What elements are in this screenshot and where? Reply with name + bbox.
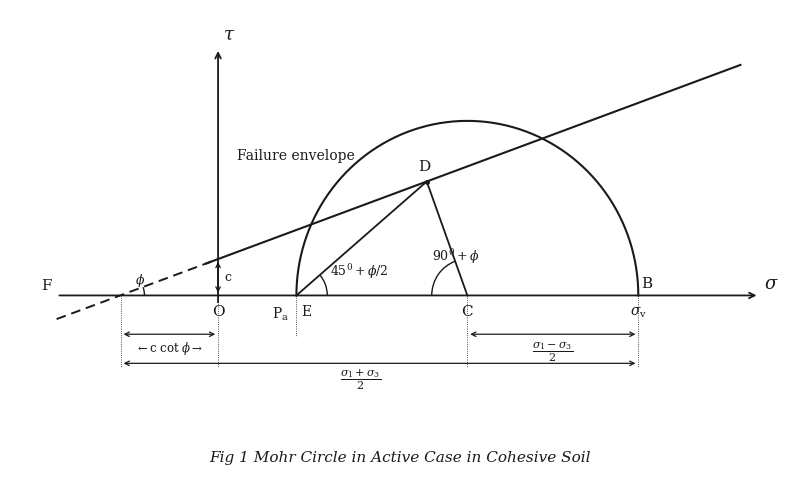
- Text: Fig 1 Mohr Circle in Active Case in Cohesive Soil: Fig 1 Mohr Circle in Active Case in Cohe…: [210, 451, 590, 465]
- Text: c: c: [224, 271, 231, 284]
- Text: $\dfrac{\sigma_1 + \sigma_3}{2}$: $\dfrac{\sigma_1 + \sigma_3}{2}$: [340, 368, 381, 392]
- Text: $\dfrac{\sigma_1 - \sigma_3}{2}$: $\dfrac{\sigma_1 - \sigma_3}{2}$: [532, 340, 574, 364]
- Text: F: F: [42, 279, 52, 293]
- Text: P$_{\rm a}$: P$_{\rm a}$: [272, 305, 290, 322]
- Text: Failure envelope: Failure envelope: [237, 148, 355, 163]
- Text: B: B: [641, 276, 652, 291]
- Text: D: D: [418, 160, 430, 174]
- Text: O: O: [212, 305, 224, 319]
- Text: E: E: [301, 305, 311, 319]
- Text: $90^0 + \phi$: $90^0 + \phi$: [432, 248, 479, 266]
- Text: $\leftarrow$c cot $\phi\rightarrow$: $\leftarrow$c cot $\phi\rightarrow$: [135, 340, 203, 357]
- Text: C: C: [462, 305, 473, 319]
- Text: $\tau$: $\tau$: [223, 25, 235, 43]
- Text: $\sigma$: $\sigma$: [764, 275, 779, 293]
- Text: $\phi$: $\phi$: [135, 273, 146, 289]
- Text: $45^0 + \phi/2$: $45^0 + \phi/2$: [330, 262, 388, 281]
- Text: $\sigma_{\rm v}$: $\sigma_{\rm v}$: [630, 305, 646, 319]
